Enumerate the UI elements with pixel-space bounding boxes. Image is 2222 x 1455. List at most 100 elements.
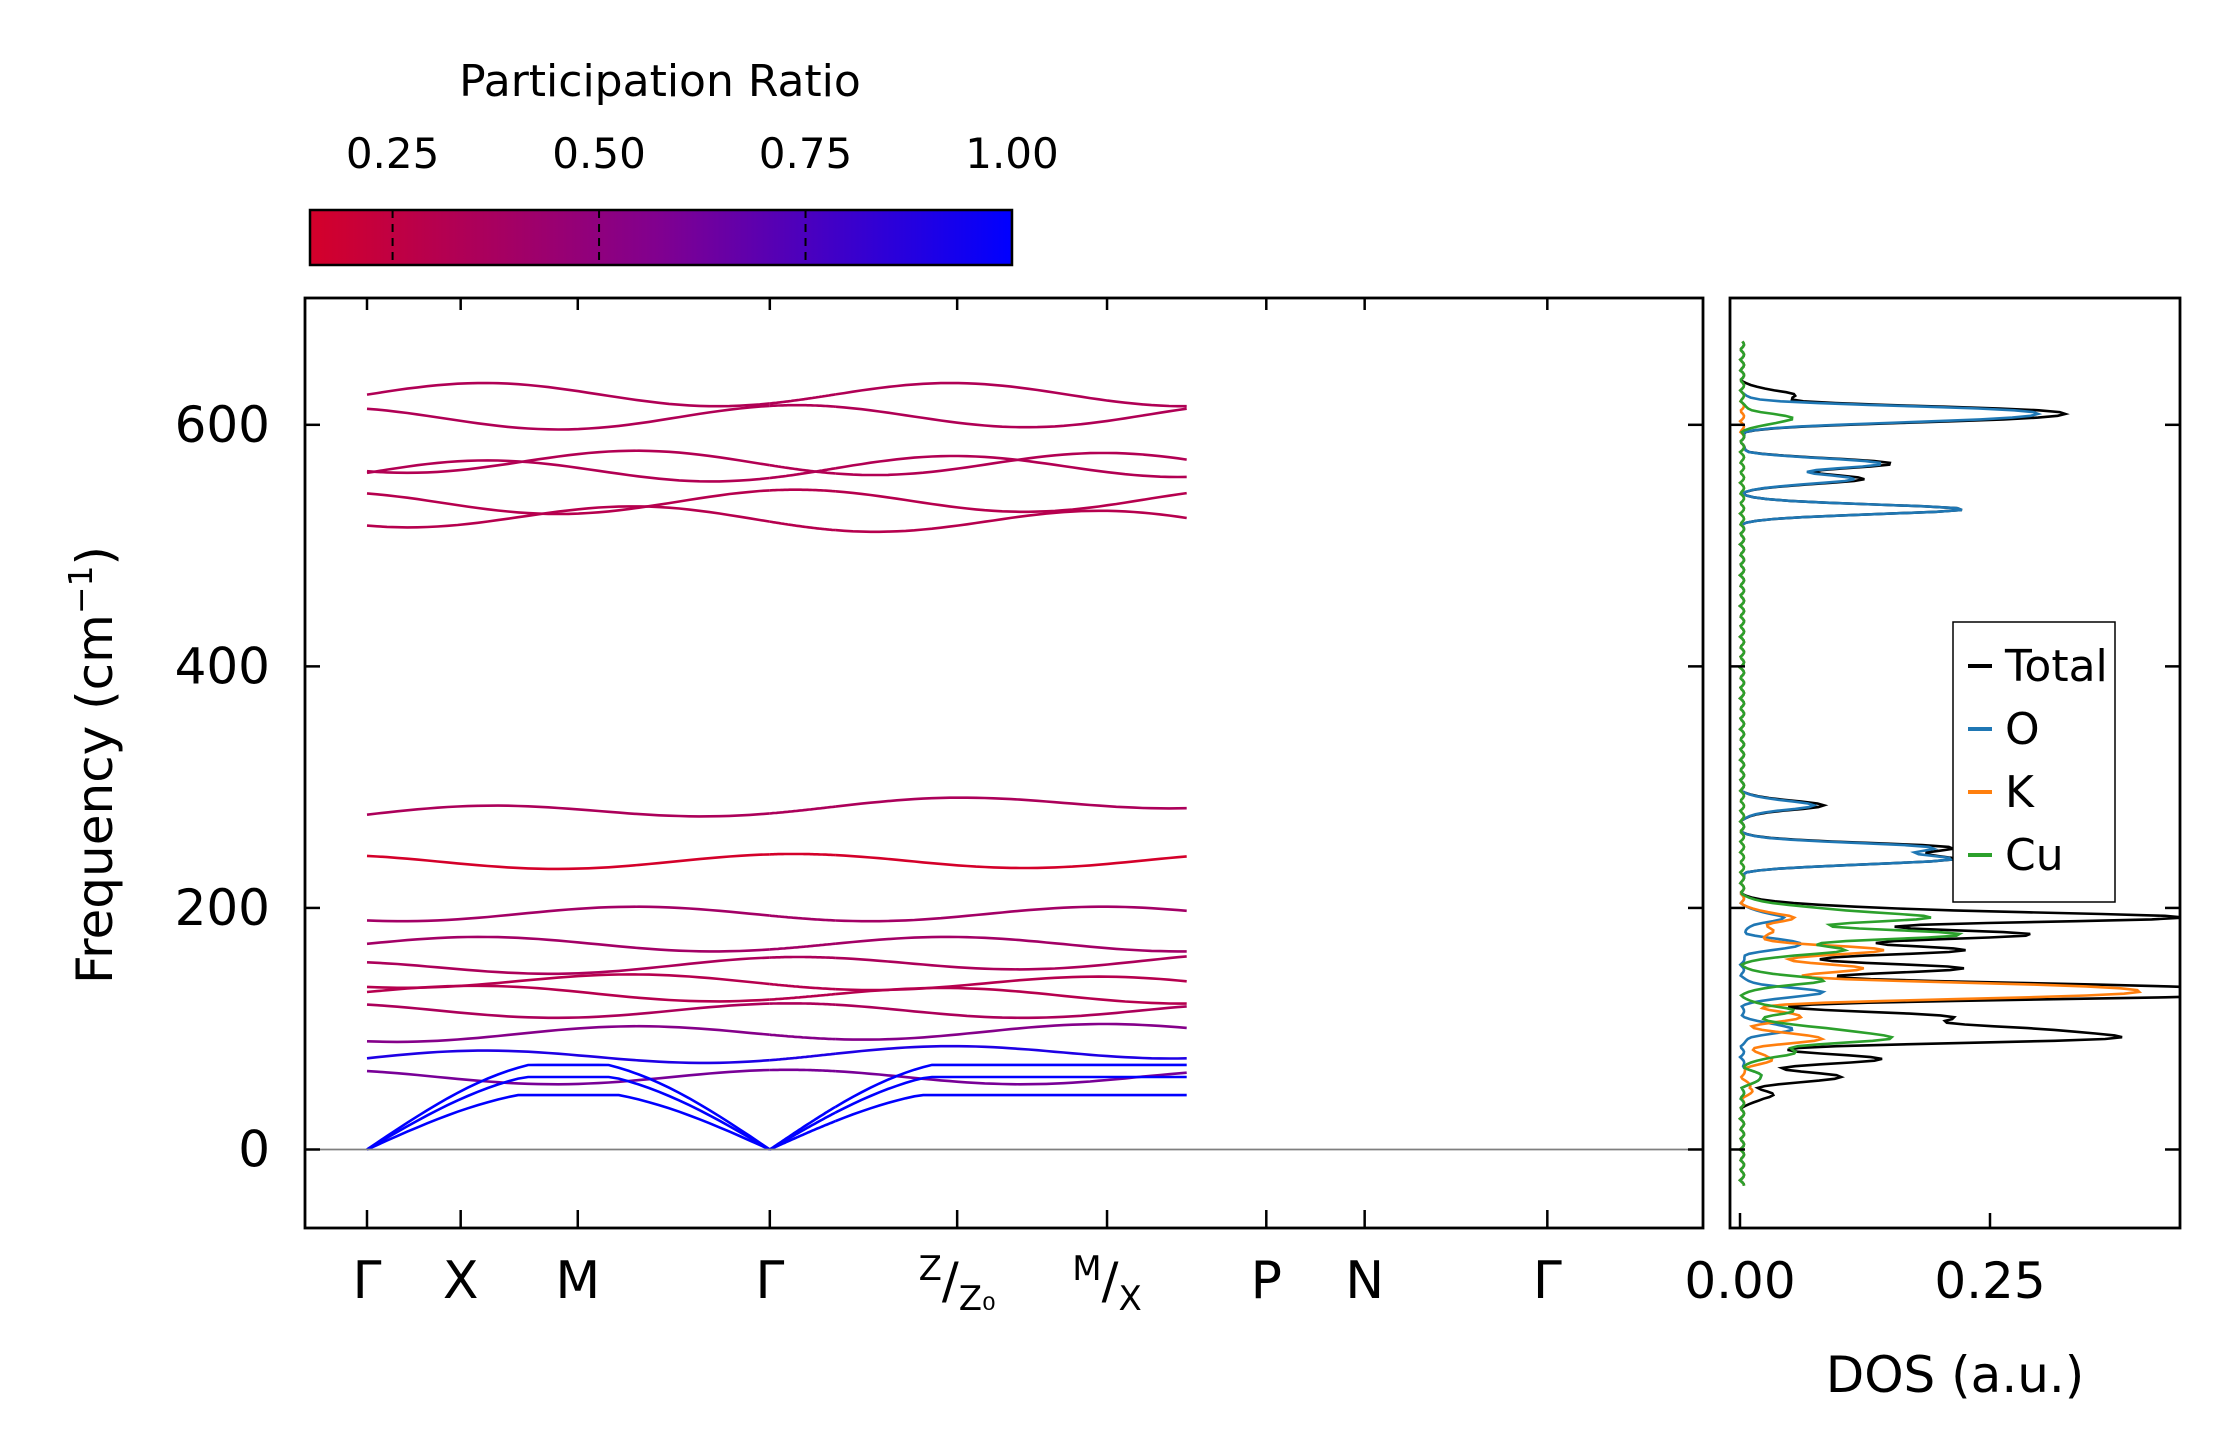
band-line — [366, 459, 770, 483]
kpoint-label-top: Z — [919, 1249, 942, 1289]
colorbar-tick-label: 1.00 — [965, 129, 1059, 178]
band-line — [834, 1075, 1187, 1114]
y-tick-label: 600 — [175, 396, 270, 454]
band-line — [366, 905, 770, 923]
kpoint-label-bottom: Z₀ — [959, 1279, 996, 1319]
band-line — [835, 454, 1187, 479]
band-line — [366, 381, 770, 408]
band-line — [835, 405, 1187, 429]
band-line — [769, 805, 836, 815]
kpoint-label: Γ — [353, 1251, 382, 1311]
band-line — [769, 1068, 836, 1073]
band-line — [835, 1044, 1187, 1060]
kpoint-label: M/X — [1072, 1249, 1142, 1319]
band-y-ticks: 0 200 400 600 — [175, 396, 1703, 1178]
legend-label: Cu — [2005, 830, 2064, 881]
dos-axes-frame — [1728, 296, 2182, 1230]
band-axes-frame — [303, 296, 1705, 1230]
band-line — [366, 1049, 770, 1065]
band-line — [835, 955, 1187, 971]
colorbar-ticks: 0.25 0.50 0.75 1.00 — [346, 129, 1059, 265]
y-label-text: Frequency (cm — [66, 614, 124, 984]
kpoint-label-bottom: X — [1118, 1279, 1141, 1319]
band-line — [366, 1024, 770, 1044]
band-line — [769, 403, 836, 408]
band-line — [835, 451, 1187, 477]
band-line — [769, 1002, 836, 1006]
colorbar-tick-label: 0.25 — [346, 129, 440, 178]
band-line — [366, 853, 770, 871]
band-line — [769, 992, 836, 1001]
band-line — [366, 984, 770, 1003]
band-line — [366, 489, 770, 516]
band-line — [834, 1093, 1187, 1123]
kpoint-label: N — [1345, 1251, 1384, 1311]
colorbar: Participation Ratio 0.25 0.50 0.75 1.00 — [308, 56, 1059, 267]
band-line — [366, 935, 770, 953]
band-line — [366, 1075, 771, 1151]
band-line — [366, 1068, 770, 1086]
dos-ticks: 0.00 0.25 — [1684, 423, 2180, 1310]
band-lines — [366, 381, 1187, 1151]
band-line — [366, 1093, 771, 1151]
kpoint-label-slash: / — [1102, 1252, 1119, 1310]
band-line — [366, 404, 770, 431]
y-label-superscript: −1 — [61, 565, 100, 614]
dos-panel: 0.00 0.25 DOS (a.u.) Total OK Cu — [1684, 296, 2182, 1404]
legend-items: Total OK Cu — [1968, 641, 2108, 881]
band-line — [835, 853, 1187, 870]
band-line — [835, 935, 1187, 953]
colorbar-gradient — [308, 208, 1014, 267]
band-line — [835, 796, 1187, 810]
legend-label: Total — [2004, 641, 2108, 692]
kpoint-label: Z/Z₀ — [919, 1249, 996, 1319]
band-line — [366, 804, 770, 818]
band-line — [769, 520, 836, 532]
y-tick-label: 400 — [175, 637, 270, 695]
colorbar-title: Participation Ratio — [459, 56, 861, 107]
band-line — [769, 393, 836, 405]
band-line — [769, 467, 836, 480]
band-line — [835, 509, 1187, 534]
band-line — [835, 1003, 1187, 1020]
band-line — [366, 1063, 771, 1151]
band-line — [769, 982, 836, 991]
band-y-axis-label: Frequency (cm−1) — [61, 546, 124, 984]
band-line — [769, 1111, 837, 1151]
band-line — [835, 490, 1187, 514]
band-line — [835, 975, 1187, 992]
kpoint-label-top: M — [1072, 1249, 1101, 1289]
band-line — [835, 986, 1187, 1005]
colorbar-tick-label: 0.50 — [552, 129, 646, 178]
band-line — [835, 381, 1187, 408]
band-line — [769, 1052, 836, 1062]
band-line — [769, 1033, 836, 1041]
band-line — [769, 955, 836, 960]
band-line — [366, 1002, 770, 1020]
kpoint-label-slash: / — [942, 1252, 959, 1310]
legend-label: K — [2005, 767, 2035, 818]
band-line — [366, 956, 770, 976]
band-line — [769, 914, 836, 922]
band-line — [366, 973, 770, 990]
y-tick-label: 0 — [238, 1120, 270, 1178]
colorbar-tick-label: 0.75 — [759, 129, 853, 178]
kpoint-label: Γ — [1533, 1251, 1562, 1311]
band-line — [769, 463, 836, 475]
legend-label: O — [2005, 704, 2040, 755]
dos-lines — [1738, 340, 2180, 1186]
band-line — [769, 852, 836, 857]
dos-series-cu — [1738, 340, 1964, 1186]
dos-legend: Total OK Cu — [1952, 621, 2116, 903]
kpoint-label: Γ — [755, 1251, 784, 1311]
y-label-close: ) — [66, 546, 124, 566]
band-line — [769, 1119, 836, 1151]
kpoint-label: X — [443, 1251, 479, 1311]
band-line — [835, 905, 1187, 923]
band-line — [366, 505, 771, 529]
kpoint-label: M — [555, 1251, 600, 1311]
band-line — [834, 1063, 1187, 1109]
dos-x-axis-label: DOS (a.u.) — [1826, 1346, 2085, 1404]
band-line — [769, 488, 836, 493]
